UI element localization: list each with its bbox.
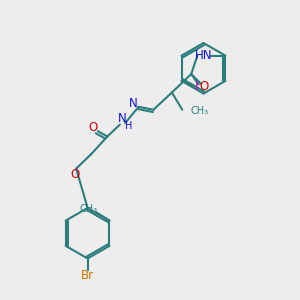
Text: CH₃: CH₃ bbox=[190, 106, 209, 116]
Text: O: O bbox=[199, 80, 208, 93]
Text: I: I bbox=[195, 80, 199, 93]
Text: O: O bbox=[70, 168, 79, 181]
Text: N: N bbox=[129, 97, 138, 110]
Text: N: N bbox=[118, 112, 127, 125]
Text: HN: HN bbox=[195, 49, 213, 62]
Text: Br: Br bbox=[81, 269, 94, 282]
Text: O: O bbox=[88, 121, 97, 134]
Text: CH₃: CH₃ bbox=[79, 204, 97, 214]
Text: H: H bbox=[124, 121, 132, 131]
